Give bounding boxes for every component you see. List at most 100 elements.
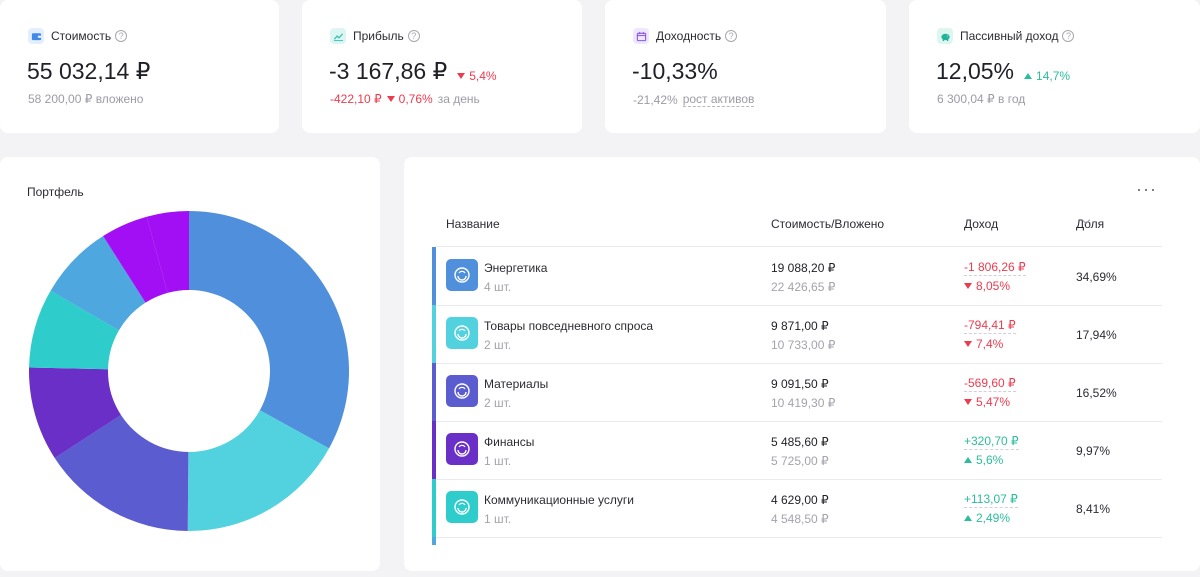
arrow-down-icon	[964, 399, 972, 405]
donut-slice[interactable]	[187, 410, 330, 531]
sector-pct-value: 8,05%	[976, 279, 1011, 293]
donut-slice[interactable]	[146, 211, 189, 293]
table-row[interactable]: Товары повседневного спроса 2 шт. 9 871,…	[432, 305, 1162, 364]
arrow-up-icon	[964, 515, 972, 521]
help-icon[interactable]: ?	[1062, 30, 1075, 42]
sector-count: 1 шт.	[484, 454, 512, 468]
more-options-button[interactable]: ···	[1136, 179, 1157, 199]
sector-pct-value: 5,6%	[976, 453, 1004, 467]
portfolio-title: Портфель	[27, 185, 84, 199]
stat-sub: -422,10 ₽ 0,76% за день	[330, 92, 480, 106]
header-name[interactable]: Название	[446, 217, 500, 231]
sector-share: 9,97%	[1076, 444, 1111, 458]
sector-share: 17,94%	[1076, 328, 1117, 342]
sector-value: 19 088,20 ₽	[771, 261, 836, 275]
table-row[interactable]: Энергетика 4 шт. 19 088,20 ₽ 22 426,65 ₽…	[432, 247, 1162, 306]
invested-text: 58 200,00 ₽ вложено	[28, 92, 144, 106]
piggy-bank-icon	[937, 28, 953, 44]
sector-share: 34,69%	[1076, 270, 1117, 284]
sector-income-pct: 2,49%	[964, 511, 1010, 525]
sector-invested: 5 725,00 ₽	[771, 454, 829, 468]
help-icon[interactable]: ?	[407, 30, 420, 42]
sector-income: -569,60 ₽	[964, 376, 1016, 392]
sector-invested: 22 426,65 ₽	[771, 280, 836, 294]
sector-invested: 10 419,30 ₽	[771, 396, 836, 410]
help-icon[interactable]: ?	[115, 30, 128, 42]
divider	[436, 479, 1162, 480]
arrow-up-icon	[964, 457, 972, 463]
donut-slice[interactable]	[103, 216, 168, 303]
sector-icon	[446, 259, 478, 291]
asset-growth-link[interactable]: рост активов	[682, 92, 755, 107]
stat-header: Стоимость ?	[28, 28, 128, 44]
donut-slice[interactable]	[54, 415, 189, 531]
divider	[436, 537, 1162, 538]
asset-growth-value: -21,42%	[633, 92, 678, 107]
row-color-bar	[432, 421, 436, 480]
sector-value: 9 871,00 ₽	[771, 319, 829, 333]
sector-icon	[446, 491, 478, 523]
stat-sub: 6 300,04 ₽ в год	[937, 92, 1025, 106]
day-profit: -422,10 ₽	[330, 92, 382, 106]
sector-income-pct: 5,6%	[964, 453, 1003, 467]
day-delta: 0,76%	[386, 92, 433, 106]
divider	[436, 305, 1162, 306]
sector-name: Товары повседневного спроса	[484, 319, 654, 333]
stat-title: Пассивный доход	[960, 29, 1059, 43]
sector-count: 2 шт.	[484, 396, 512, 410]
help-icon[interactable]: ?	[725, 30, 738, 42]
arrow-down-icon	[964, 341, 972, 347]
sector-income: -1 806,26 ₽	[964, 260, 1026, 276]
table-row[interactable]: Материалы 2 шт. 9 091,50 ₽ 10 419,30 ₽ -…	[432, 363, 1162, 422]
sector-income-pct: 5,47%	[964, 395, 1010, 409]
table-row[interactable]: Коммуникационные услуги 1 шт. 4 629,00 ₽…	[432, 479, 1162, 545]
sector-icon	[446, 317, 478, 349]
sector-income-pct: 8,05%	[964, 279, 1010, 293]
donut-slice[interactable]	[29, 290, 119, 370]
sector-name: Коммуникационные услуги	[484, 493, 634, 507]
stat-card-passive-income: Пассивный доход ? 12,05% 14,7% 6 300,04 …	[909, 0, 1200, 133]
day-delta-value: 0,76%	[398, 92, 433, 106]
sectors-table-card: ··· Название Стоимость/Вложено Доход Дол…	[404, 157, 1200, 571]
stat-value: -10,33%	[632, 58, 718, 84]
chart-line-icon	[330, 28, 346, 44]
portfolio-donut-chart	[29, 211, 349, 531]
stat-title: Доходность	[656, 29, 722, 43]
portfolio-card: Портфель	[0, 157, 380, 571]
sector-income: +113,07 ₽	[964, 492, 1018, 508]
stat-value: 12,05%	[936, 58, 1015, 84]
sector-pct-value: 5,47%	[976, 395, 1011, 409]
donut-slice[interactable]	[189, 211, 349, 449]
stat-value: -3 167,86 ₽	[329, 58, 448, 84]
row-color-bar	[432, 305, 436, 364]
stat-header: Пассивный доход ?	[937, 28, 1075, 44]
sector-count: 4 шт.	[484, 280, 512, 294]
header-income[interactable]: Доход	[964, 217, 999, 231]
arrow-down-icon	[457, 73, 466, 79]
stat-title: Стоимость	[51, 29, 112, 43]
row-color-bar	[432, 363, 436, 422]
stat-delta-value: 14,7%	[1036, 69, 1071, 83]
table-row[interactable]: Финансы 1 шт. 5 485,60 ₽ 5 725,00 ₽ +320…	[432, 421, 1162, 480]
arrow-up-icon	[1024, 73, 1033, 79]
stat-value-row: 55 032,14 ₽	[27, 58, 150, 85]
donut-slice[interactable]	[29, 367, 122, 458]
sector-invested: 4 548,50 ₽	[771, 512, 829, 526]
divider	[436, 421, 1162, 422]
stat-sub: 58 200,00 ₽ вложено	[28, 92, 143, 106]
divider	[436, 246, 1162, 247]
sector-value: 9 091,50 ₽	[771, 377, 829, 391]
stat-card-yield: Доходность ? -10,33% -21,42% рост активо…	[605, 0, 886, 133]
yearly-income: 6 300,04 ₽ в год	[937, 92, 1026, 106]
header-value[interactable]: Стоимость/Вложено	[771, 217, 885, 231]
sector-count: 2 шт.	[484, 338, 512, 352]
stat-card-value: Стоимость ? 55 032,14 ₽ 58 200,00 ₽ влож…	[0, 0, 279, 133]
sector-pct-value: 7,4%	[976, 337, 1004, 351]
arrow-down-icon	[386, 96, 395, 102]
sector-income: +320,70 ₽	[964, 434, 1019, 450]
donut-slice[interactable]	[50, 236, 146, 331]
divider	[436, 363, 1162, 364]
sector-icon	[446, 375, 478, 407]
stat-delta: 14,7%	[1024, 69, 1070, 83]
stat-value-row: 12,05% 14,7%	[936, 58, 1070, 85]
